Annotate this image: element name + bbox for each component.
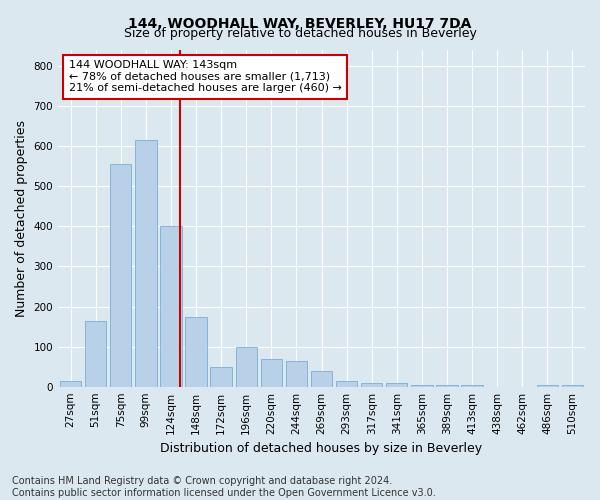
Text: Size of property relative to detached houses in Beverley: Size of property relative to detached ho… xyxy=(124,28,476,40)
Text: Contains HM Land Registry data © Crown copyright and database right 2024.
Contai: Contains HM Land Registry data © Crown c… xyxy=(12,476,436,498)
Bar xyxy=(260,358,282,386)
Text: 144, WOODHALL WAY, BEVERLEY, HU17 7DA: 144, WOODHALL WAY, BEVERLEY, HU17 7DA xyxy=(128,18,472,32)
Bar xyxy=(60,380,81,386)
Bar xyxy=(185,316,207,386)
Bar xyxy=(135,140,157,386)
Bar xyxy=(211,366,232,386)
Bar xyxy=(110,164,131,386)
Bar xyxy=(411,384,433,386)
Bar xyxy=(536,384,558,386)
Y-axis label: Number of detached properties: Number of detached properties xyxy=(15,120,28,317)
Bar xyxy=(361,382,382,386)
Bar xyxy=(311,370,332,386)
Bar xyxy=(436,384,458,386)
Bar xyxy=(386,382,407,386)
Bar xyxy=(160,226,182,386)
Bar xyxy=(236,346,257,387)
Bar xyxy=(562,384,583,386)
Bar xyxy=(461,384,483,386)
Text: 144 WOODHALL WAY: 143sqm
← 78% of detached houses are smaller (1,713)
21% of sem: 144 WOODHALL WAY: 143sqm ← 78% of detach… xyxy=(68,60,341,94)
Bar xyxy=(286,360,307,386)
X-axis label: Distribution of detached houses by size in Beverley: Distribution of detached houses by size … xyxy=(160,442,482,455)
Bar xyxy=(336,380,357,386)
Bar xyxy=(85,320,106,386)
